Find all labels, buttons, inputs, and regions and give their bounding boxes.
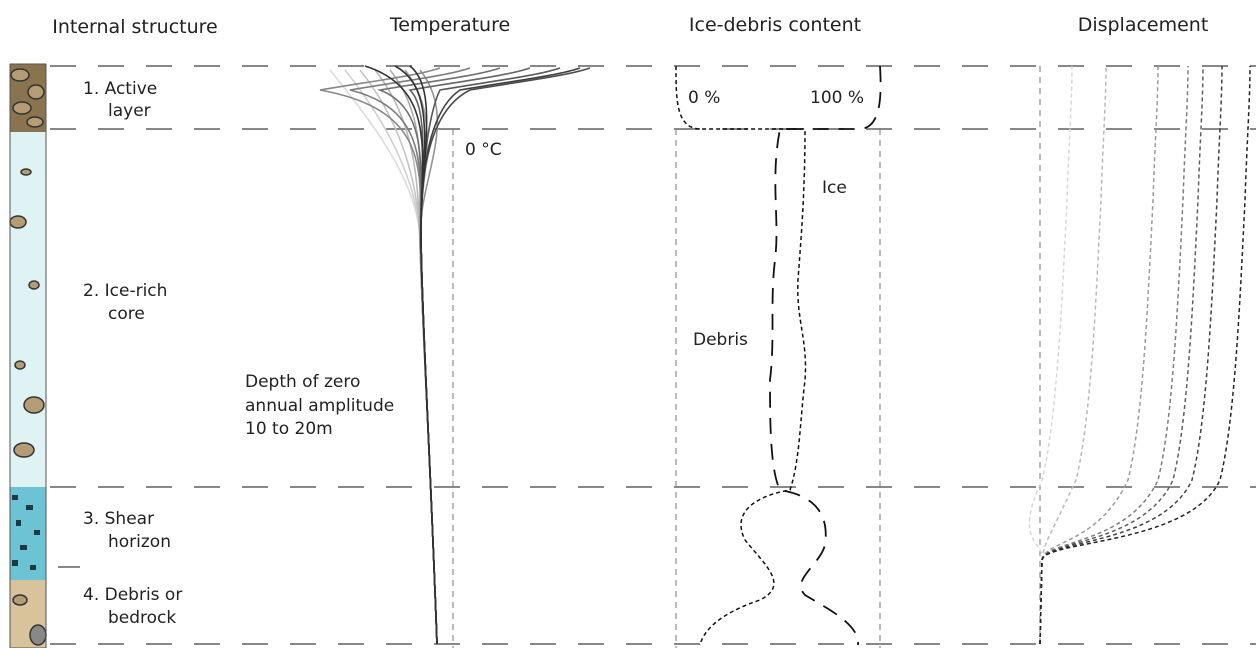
curve [405, 70, 437, 644]
ice-label: Ice [822, 178, 847, 198]
note: 10 to 20m [245, 419, 333, 439]
note: annual amplitude [245, 396, 394, 416]
zero-label: 0 °C [465, 140, 502, 160]
curve [1040, 66, 1106, 644]
strata-column [10, 64, 46, 648]
note: Depth of zero [245, 372, 360, 392]
guides [453, 66, 1040, 648]
layer-label: 1. Active [83, 79, 157, 99]
debris-line [770, 66, 881, 645]
layer-label: 3. Shear [83, 509, 154, 529]
debris-label: Debris [693, 330, 748, 350]
curve [330, 70, 437, 644]
layer-label: 2. Ice-rich [83, 281, 167, 301]
curve [1040, 66, 1203, 644]
layer-label: horizon [108, 532, 171, 552]
curve [1040, 66, 1222, 644]
layer-label: layer [108, 101, 151, 121]
displacement-curves [1029, 66, 1250, 644]
layer-label: 4. Debris or [83, 585, 182, 605]
column-title: Temperature [389, 14, 510, 36]
curve [421, 68, 590, 644]
layer-label: bedrock [108, 608, 176, 628]
column-title: Internal structure [52, 16, 218, 38]
curve [1040, 66, 1188, 644]
min-label: 0 % [688, 88, 720, 108]
layer-boundaries [50, 66, 1256, 644]
curve [350, 68, 470, 644]
curve [1029, 66, 1072, 644]
column-title: Displacement [1078, 14, 1209, 36]
temperature-curves [320, 66, 590, 644]
max-label: 100 % [810, 88, 864, 108]
layer-label: core [108, 304, 145, 324]
column-title: Ice-debris content [689, 14, 861, 36]
figure: Internal structure Temperature Ice-debri… [0, 0, 1256, 648]
ice-line [676, 66, 805, 645]
